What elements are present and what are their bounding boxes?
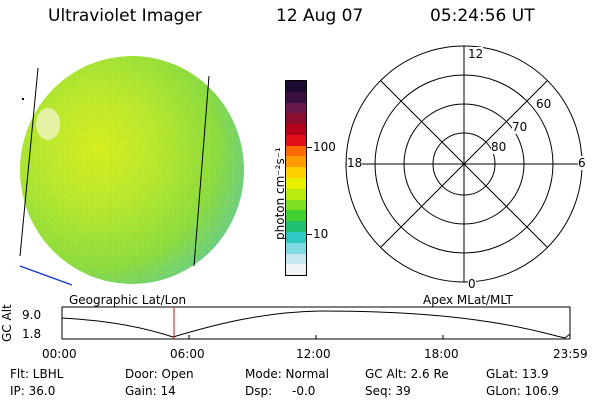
mlt-label-0: 0 (468, 277, 476, 291)
colorbar (285, 80, 307, 276)
colorbar-segment (286, 264, 306, 276)
colorbar-segment (286, 253, 306, 265)
lat-label-70: 70 (512, 120, 528, 134)
colorbar-tick-10-mark (307, 234, 312, 235)
colorbar-segment (286, 156, 306, 168)
colorbar-segment (286, 81, 306, 92)
colorbar-segment (286, 210, 306, 222)
y-tick-top: 9.0 (22, 308, 42, 322)
colorbar-segment (286, 102, 306, 114)
bright-spot (36, 108, 60, 140)
altitude-curve (61, 310, 571, 339)
terminator-line (19, 265, 73, 286)
dsp-readout-label: Dsp: (245, 384, 273, 398)
mlt-label-18: 18 (347, 156, 363, 170)
disk-noise-texture (20, 56, 244, 284)
filter-readout: Flt: LBHL (10, 367, 64, 381)
colorbar-segment (286, 113, 306, 125)
x-tick-4: 23:59 (553, 347, 588, 361)
colorbar-segment (286, 188, 306, 200)
uv-image-panel (19, 56, 244, 286)
gc-alt-readout: GC Alt: 2.6 Re (365, 367, 449, 381)
colorbar-segment (286, 231, 306, 243)
seq-readout: Seq: 39 (365, 384, 411, 398)
colorbar-segment (286, 242, 306, 254)
colorbar-segment (286, 124, 306, 135)
colorbar-segment (286, 199, 306, 211)
instrument-title: Ultraviolet Imager (48, 6, 202, 26)
observation-date: 12 Aug 07 (276, 6, 364, 26)
glat-readout: GLat: 13.9 (486, 367, 549, 381)
dsp-readout-value: -0.0 (292, 384, 316, 398)
x-tick-0: 00:00 (42, 347, 77, 361)
ip-readout: IP: 36.0 (10, 384, 56, 398)
polar-grid (345, 45, 583, 283)
left-boundary-line (19, 67, 39, 257)
door-readout: Door: Open (125, 367, 194, 381)
colorbar-tick-100: 100 (313, 140, 336, 154)
y-tick-bottom: 1.8 (22, 327, 42, 341)
observation-time: 05:24:56 UT (430, 6, 535, 26)
colorbar-segment (286, 145, 306, 157)
mlt-label-12: 12 (468, 47, 484, 61)
altitude-plot (61, 306, 571, 340)
glon-readout: GLon: 106.9 (486, 384, 559, 398)
mlt-diag-2 (380, 80, 548, 248)
gc-alt-axis-label: GC Alt (0, 304, 14, 342)
x-tick-1: 06:00 (170, 347, 205, 361)
mlt-label-6: 6 (578, 156, 586, 170)
mode-readout: Mode: Normal (245, 367, 329, 381)
apex-title: Apex MLat/MLT (423, 293, 513, 307)
x-tick-2: 12:00 (296, 347, 331, 361)
colorbar-tick-10: 10 (313, 227, 329, 241)
colorbar-segment (286, 134, 306, 146)
lat-label-80: 80 (491, 140, 507, 154)
colorbar-segment (286, 178, 306, 189)
x-tick-3: 18:00 (424, 347, 459, 361)
gain-readout: Gain: 14 (125, 384, 176, 398)
right-boundary-line (193, 75, 210, 267)
colorbar-unit-label: photon cm⁻²s⁻¹ (273, 147, 287, 240)
lat-label-60: 60 (536, 97, 552, 111)
colorbar-segment (286, 167, 306, 179)
stray-pixel (22, 98, 24, 100)
colorbar-segment (286, 221, 306, 232)
colorbar-segment (286, 91, 306, 103)
geographic-title: Geographic Lat/Lon (69, 293, 187, 307)
colorbar-tick-100-mark (307, 147, 312, 148)
